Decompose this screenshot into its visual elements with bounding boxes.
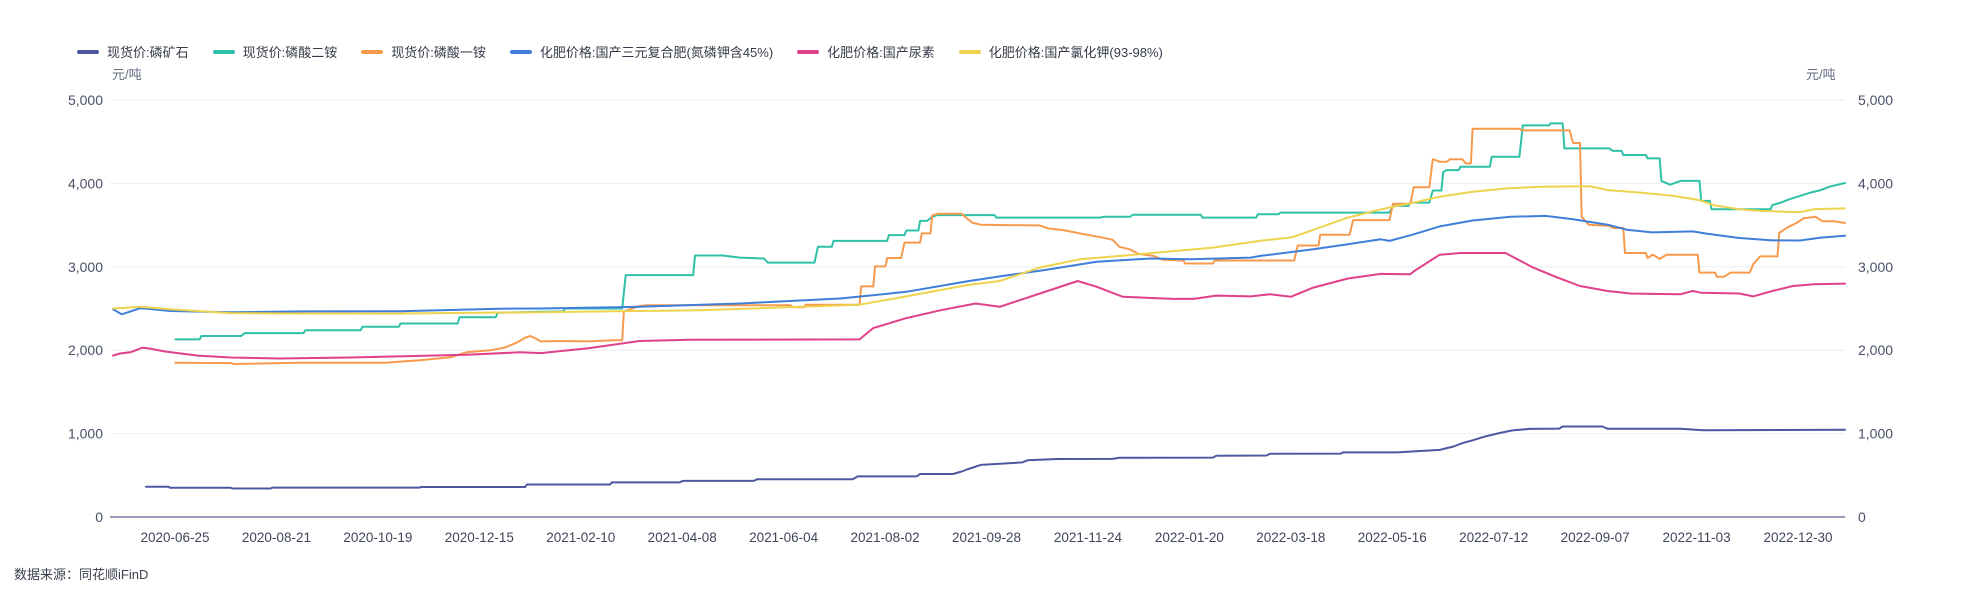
legend-label: 现货价:磷酸二铵 xyxy=(242,45,338,60)
y-axis-label-right: 3,000 xyxy=(1858,259,1893,275)
x-axis-label: 2021-08-02 xyxy=(851,530,920,545)
y-axis-unit-right: 元/吨 xyxy=(1806,67,1836,82)
x-axis-label: 2021-02-10 xyxy=(546,530,615,545)
x-axis-label: 2020-10-19 xyxy=(343,530,412,545)
y-axis-label-left: 4,000 xyxy=(68,175,103,191)
x-axis-label: 2022-07-12 xyxy=(1459,530,1528,545)
legend-item-lv-hua-jia[interactable]: 化肥价格:国产氯化钾(93-98%) xyxy=(958,42,1163,61)
x-axis-label: 2022-11-03 xyxy=(1663,530,1731,545)
x-axis-label: 2022-01-20 xyxy=(1155,530,1224,545)
legend-swatch-icon xyxy=(509,49,532,54)
legend-swatch-icon xyxy=(797,49,820,54)
x-axis-label: 2022-12-30 xyxy=(1763,530,1832,545)
x-axis-label: 2020-06-25 xyxy=(140,530,209,545)
x-axis-label: 2021-04-08 xyxy=(648,530,717,545)
legend-item-lin-suan-yi-an[interactable]: 现货价:磷酸一铵 xyxy=(361,42,486,61)
legend-swatch-icon xyxy=(77,49,99,54)
data-source-text: 数据来源：同花顺iFinD xyxy=(14,567,149,582)
legend-swatch-icon xyxy=(212,49,235,54)
x-axis-label: 2021-11-24 xyxy=(1054,530,1123,545)
series-line-3 xyxy=(112,214,1846,316)
x-axis-label: 2022-09-07 xyxy=(1561,530,1630,545)
legend-label: 化肥价格:国产三元复合肥(氮磷钾含45%) xyxy=(539,45,774,60)
y-axis-label-left: 5,000 xyxy=(68,92,103,108)
legend-item-san-yuan-fu-he-fei[interactable]: 化肥价格:国产三元复合肥(氮磷钾含45%) xyxy=(509,42,774,61)
legend-label: 化肥价格:国产尿素 xyxy=(827,45,935,60)
x-axis-label: 2022-05-16 xyxy=(1358,530,1427,545)
series-line-2 xyxy=(174,127,1846,365)
y-axis-label-right: 1,000 xyxy=(1858,426,1893,442)
y-axis-label-right: 4,000 xyxy=(1858,175,1893,191)
series-line-4 xyxy=(112,252,1846,360)
x-axis-label: 2022-03-18 xyxy=(1256,530,1325,545)
series-line-5 xyxy=(112,185,1846,315)
series-line-1 xyxy=(174,122,1846,341)
x-axis-label: 2021-06-04 xyxy=(749,530,819,545)
legend-swatch-icon xyxy=(958,49,981,54)
legend-swatch-icon xyxy=(361,49,384,54)
x-axis-label: 2020-12-15 xyxy=(445,530,514,545)
legend-item-lin-kuang-shi[interactable]: 现货价:磷矿石 xyxy=(77,42,189,61)
legend-label: 化肥价格:国产氯化钾(93-98%) xyxy=(988,45,1163,60)
y-axis-label-right: 2,000 xyxy=(1858,342,1893,358)
legend-label: 现货价:磷矿石 xyxy=(107,45,189,60)
y-axis-label-left: 2,000 xyxy=(68,342,103,358)
y-axis-label-left: 1,000 xyxy=(68,426,103,442)
y-axis-unit-left: 元/吨 xyxy=(112,67,142,82)
legend-label: 现货价:磷酸一铵 xyxy=(391,45,486,60)
y-axis-label-right: 5,000 xyxy=(1858,92,1893,108)
legend-item-lin-suan-er-an[interactable]: 现货价:磷酸二铵 xyxy=(212,42,338,61)
y-axis-label-left: 3,000 xyxy=(68,259,103,275)
legend-item-niao-su[interactable]: 化肥价格:国产尿素 xyxy=(797,42,935,61)
legend: 现货价:磷矿石 现货价:磷酸二铵 现货价:磷酸一铵 化肥价格:国产三元复合肥(氮… xyxy=(77,42,1163,61)
y-axis-label-right: 0 xyxy=(1858,509,1866,525)
x-axis-label: 2021-09-28 xyxy=(952,530,1021,545)
series-line-0 xyxy=(144,425,1846,490)
x-axis-label: 2020-08-21 xyxy=(242,530,311,545)
y-axis-label-left: 0 xyxy=(95,509,103,525)
